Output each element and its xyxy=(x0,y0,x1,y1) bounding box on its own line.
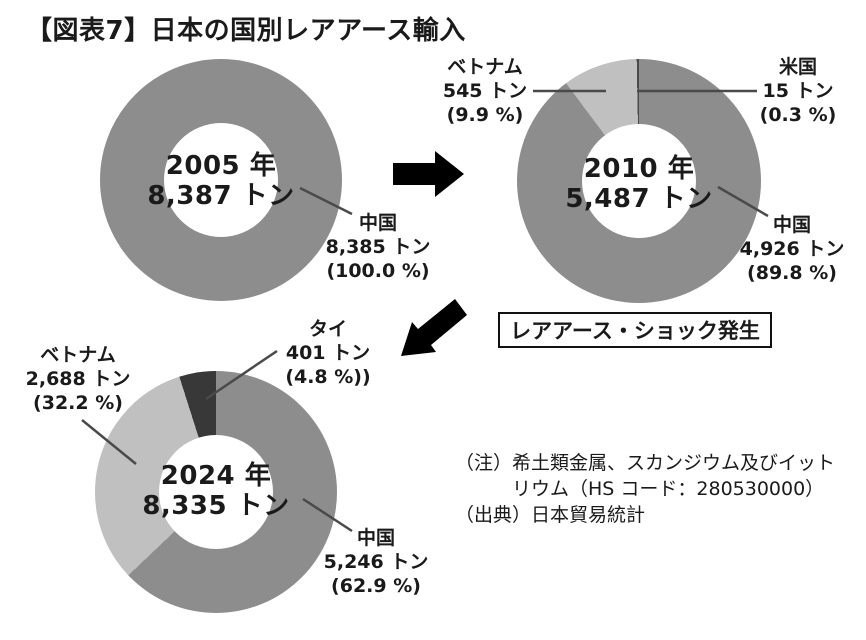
rare-earth-shock-box: レアアース・ショック発生 xyxy=(498,312,772,348)
donut-2024-center-label: 2024 年 8,335 トン xyxy=(126,461,306,521)
label-2005-china-tons: 8,385 トン xyxy=(325,236,431,258)
donut-2010-total: 5,487 トン xyxy=(565,184,713,214)
donut-2005-hole xyxy=(164,123,278,237)
footnote-line2: リウム（HS コード：280530000） xyxy=(512,478,825,500)
label-2010-vietnam: ベトナム 545 トン (9.9 %) xyxy=(425,55,545,127)
donut-2010-hole xyxy=(582,124,696,238)
label-2024-china-name: 中国 xyxy=(356,527,395,549)
rare-earth-shock-label: レアアース・ショック発生 xyxy=(510,319,760,343)
label-2010-china-pct: (89.8 %) xyxy=(747,262,837,284)
donut-2024-year: 2024 年 xyxy=(160,461,272,491)
donut-2005-chart xyxy=(100,59,342,301)
label-2024-vietnam-name: ベトナム xyxy=(40,344,116,366)
label-2010-usa-pct: (0.3 %) xyxy=(759,104,837,126)
label-2010-china: 中国 4,926 トン (89.8 %) xyxy=(728,213,856,285)
label-2010-usa-name: 米国 xyxy=(778,56,817,78)
footnote-line3: （出典）日本貿易統計 xyxy=(455,504,646,526)
label-2024-thailand-name: タイ xyxy=(308,318,347,340)
footnote-block: （注）希土類金属、スカンジウム及びイット リウム（HS コード：28053000… xyxy=(455,450,855,528)
label-2010-china-name: 中国 xyxy=(772,214,811,236)
label-2024-thailand-tons: 401 トン xyxy=(285,342,371,364)
label-2010-usa: 米国 15 トン (0.3 %) xyxy=(738,55,858,127)
label-2005-china-name: 中国 xyxy=(358,212,397,234)
label-2024-vietnam: ベトナム 2,688 トン (32.2 %) xyxy=(16,343,140,415)
donut-2010-center-label: 2010 年 5,487 トン xyxy=(549,154,729,214)
arrow-right-icon xyxy=(393,151,464,197)
label-2010-china-tons: 4,926 トン xyxy=(739,238,845,260)
arrow-down-left-icon xyxy=(401,299,467,356)
label-2005-china: 中国 8,385 トン (100.0 %) xyxy=(308,211,448,283)
donut-2010-year: 2010 年 xyxy=(583,154,695,184)
footnote-line1: （注）希土類金属、スカンジウム及びイット xyxy=(455,452,836,474)
label-2010-vietnam-tons: 545 トン xyxy=(442,80,528,102)
donut-2024-hole xyxy=(159,435,273,549)
label-2024-china: 中国 5,246 トン (62.9 %) xyxy=(316,526,436,598)
label-2010-vietnam-name: ベトナム xyxy=(447,56,523,78)
donut-2005-year: 2005 年 xyxy=(165,151,277,181)
label-2024-china-pct: (62.9 %) xyxy=(331,575,421,597)
donut-2024-chart xyxy=(95,371,337,613)
label-2024-thailand: タイ 401 トン (4.8 %)) xyxy=(268,317,388,389)
donut-2010-chart xyxy=(517,59,761,303)
label-2010-vietnam-pct: (9.9 %) xyxy=(446,104,524,126)
donut-2005-total: 8,387 トン xyxy=(147,181,295,211)
figure-title: 【図表7】日本の国別レアアース輸入 xyxy=(26,16,466,46)
donut-2024-total: 8,335 トン xyxy=(142,491,290,521)
donut-2005-center-label: 2005 年 8,387 トン xyxy=(131,151,311,211)
label-2024-china-tons: 5,246 トン xyxy=(323,551,429,573)
label-2010-usa-tons: 15 トン xyxy=(762,80,834,102)
label-2024-thailand-pct: (4.8 %)) xyxy=(285,366,371,388)
label-2005-china-pct: (100.0 %) xyxy=(326,260,430,282)
label-2024-vietnam-pct: (32.2 %) xyxy=(33,392,123,414)
label-2024-vietnam-tons: 2,688 トン xyxy=(25,368,131,390)
